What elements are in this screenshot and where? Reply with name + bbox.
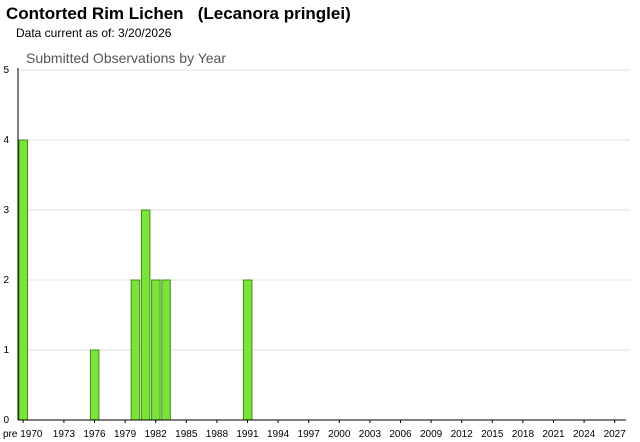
- x-tick-label: 2021: [542, 429, 565, 440]
- bar-pre-1970: [18, 139, 28, 421]
- y-tick-label: 4: [3, 135, 9, 146]
- x-tick-label: 2015: [481, 429, 504, 440]
- x-tick-label: 2006: [389, 429, 412, 440]
- y-tick-label: 0: [3, 415, 9, 426]
- bar-1991: [242, 279, 253, 421]
- x-tick-label: 1997: [298, 429, 321, 440]
- x-tick-label: 2009: [420, 429, 443, 440]
- x-tick-label: pre 1970: [3, 429, 43, 440]
- bar-1982: [151, 279, 161, 421]
- bar-1980: [130, 279, 141, 421]
- x-tick-label: 2003: [359, 429, 382, 440]
- x-tick-label: 1979: [114, 429, 137, 440]
- bar-1981: [140, 209, 151, 421]
- data-current-date: Data current as of: 3/20/2026: [16, 26, 172, 40]
- x-tick-label: 2027: [604, 429, 627, 440]
- x-tick-label: 1976: [83, 429, 106, 440]
- x-tick-label: 1982: [145, 429, 168, 440]
- x-tick-label: 1973: [53, 429, 76, 440]
- bar-1976: [89, 349, 100, 421]
- y-tick-label: 5: [3, 65, 9, 76]
- chart-title: Submitted Observations by Year: [26, 50, 226, 66]
- x-tick-label: 2012: [451, 429, 474, 440]
- page-title: Contorted Rim Lichen (Lecanora pringlei): [6, 4, 351, 23]
- x-tick-label: 1994: [267, 429, 290, 440]
- x-tick-label: 1988: [206, 429, 229, 440]
- y-tick-label: 2: [3, 275, 9, 286]
- bar-1983: [161, 279, 171, 421]
- y-tick-label: 1: [3, 345, 9, 356]
- x-tick-label: 1985: [175, 429, 198, 440]
- y-tick-label: 3: [3, 205, 9, 216]
- x-tick-label: 2018: [512, 429, 535, 440]
- x-tick-label: 2000: [328, 429, 351, 440]
- x-tick-label: 1991: [236, 429, 259, 440]
- x-tick-label: 2024: [573, 429, 596, 440]
